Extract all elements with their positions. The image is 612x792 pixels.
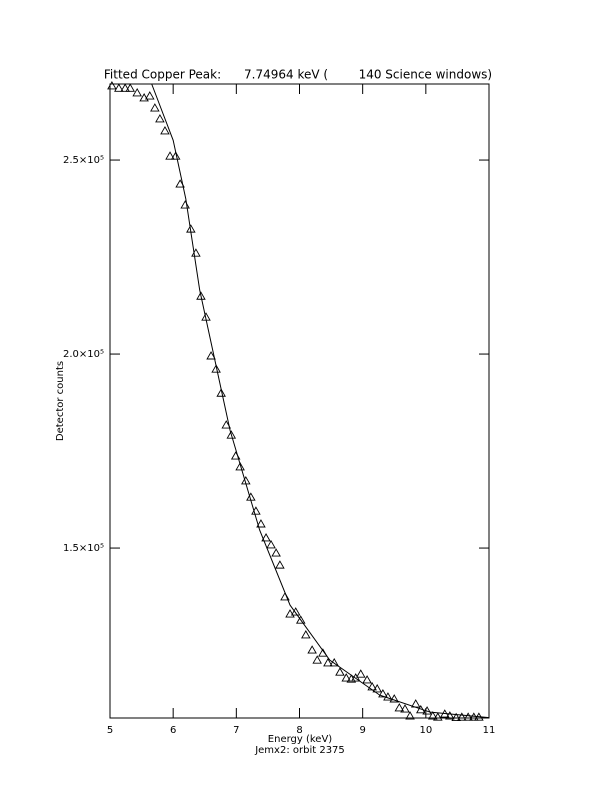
data-point xyxy=(307,645,317,654)
data-point xyxy=(400,704,410,713)
data-point xyxy=(165,151,175,160)
data-point xyxy=(451,712,461,722)
x-tick-label: 6 xyxy=(170,725,176,736)
x-tick-label: 5 xyxy=(107,725,113,736)
data-point xyxy=(271,548,281,557)
data-point xyxy=(120,83,130,92)
data-point xyxy=(216,388,226,397)
x-tick-label: 7 xyxy=(233,725,239,736)
data-point xyxy=(261,533,271,542)
x-axis-label: Energy (keV) xyxy=(268,734,333,745)
data-point xyxy=(114,83,124,92)
data-point xyxy=(445,711,455,720)
data-point xyxy=(389,694,400,703)
data-point xyxy=(383,692,393,701)
data-point xyxy=(180,200,190,209)
data-point xyxy=(405,711,415,720)
data-point xyxy=(132,88,142,97)
data-point xyxy=(295,615,306,624)
data-point xyxy=(196,291,206,300)
data-point xyxy=(341,673,352,682)
data-point xyxy=(170,151,181,160)
data-point xyxy=(145,91,155,100)
data-point xyxy=(107,81,117,90)
y-tick-label: 2.5×10⁵ xyxy=(63,155,104,166)
y-tick-label: 1.5×10⁵ xyxy=(63,543,104,554)
data-point xyxy=(355,669,366,678)
data-point xyxy=(155,114,165,123)
data-point xyxy=(323,657,333,667)
data-point xyxy=(275,560,285,569)
data-point xyxy=(335,667,345,676)
data-point xyxy=(463,712,473,721)
data-point xyxy=(191,248,201,257)
data-point xyxy=(221,420,232,429)
data-point xyxy=(256,519,266,528)
data-point xyxy=(226,430,237,439)
x-tick-label: 9 xyxy=(359,725,365,736)
y-tick-label: 2.0×10⁵ xyxy=(63,349,104,360)
data-point xyxy=(266,540,276,549)
subtitle: Jemx2: orbit 2375 xyxy=(254,745,345,756)
data-point xyxy=(150,103,160,112)
data-point xyxy=(206,351,216,360)
data-point xyxy=(290,607,301,616)
data-point xyxy=(433,712,443,721)
data-point xyxy=(378,689,388,698)
x-tick-label: 8 xyxy=(296,725,302,736)
data-point xyxy=(160,126,170,135)
x-tick-label: 11 xyxy=(483,725,496,736)
chart-title: Fitted Copper Peak: 7.74964 keV ( 140 Sc… xyxy=(104,68,492,82)
data-point xyxy=(285,609,295,618)
data-point xyxy=(235,462,245,471)
y-axis-label: Detector counts xyxy=(55,361,66,441)
data-point xyxy=(457,712,467,721)
data-point xyxy=(301,630,311,639)
data-point xyxy=(211,364,221,373)
fit-line xyxy=(151,83,490,719)
data-point xyxy=(139,93,149,102)
x-tick-label: 10 xyxy=(419,725,432,736)
data-point xyxy=(394,703,405,712)
data-point xyxy=(125,83,135,92)
data-point xyxy=(372,683,382,693)
data-point xyxy=(428,711,438,720)
data-point xyxy=(312,655,322,664)
data-point xyxy=(362,675,372,684)
